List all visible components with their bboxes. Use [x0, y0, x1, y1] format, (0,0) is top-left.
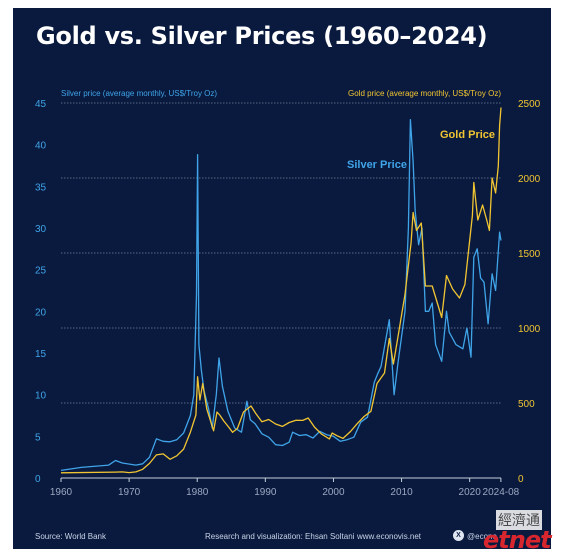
x-tick-1970: 1970 [118, 487, 141, 498]
chart-title: Gold vs. Silver Prices (1960–2024) [36, 22, 488, 50]
left-tick-30: 30 [35, 224, 47, 235]
right-axis-ticks: 0 500 1000 1500 2000 2500 [518, 99, 541, 485]
gold-price-line [60, 107, 502, 474]
right-tick-2500: 2500 [518, 99, 541, 110]
x-tick-1980: 1980 [186, 487, 209, 498]
x-tick-1990: 1990 [254, 487, 277, 498]
left-axis-ticks: 0 5 10 15 20 25 30 35 40 45 [35, 99, 47, 485]
footer-source: Source: World Bank [35, 532, 106, 541]
left-tick-25: 25 [35, 266, 47, 277]
x-tick-1960: 1960 [50, 487, 73, 498]
silver-price-line [60, 119, 502, 472]
right-tick-2000: 2000 [518, 174, 541, 185]
line-chart: Silver price (average monthly, US$/Troy … [35, 89, 541, 498]
series-lines [60, 107, 502, 474]
left-tick-45: 45 [35, 99, 47, 110]
chart-card: Gold vs. Silver Prices (1960–2024) Silve… [13, 8, 551, 549]
x-logo-icon: X [453, 530, 464, 541]
watermark-chinese: 經濟通 [496, 510, 542, 530]
left-tick-10: 10 [35, 391, 47, 402]
silver-price-annotation: Silver Price [347, 159, 407, 171]
left-tick-15: 15 [35, 349, 47, 360]
footer-website[interactable]: www.econovis.net [357, 532, 422, 541]
right-tick-0: 0 [518, 474, 524, 485]
right-tick-1000: 1000 [518, 324, 541, 335]
right-tick-500: 500 [518, 399, 535, 410]
left-tick-0: 0 [35, 474, 41, 485]
gold-price-annotation: Gold Price [440, 129, 495, 141]
left-tick-40: 40 [35, 141, 47, 152]
left-axis-title: Silver price (average monthly, US$/Troy … [61, 89, 217, 98]
right-axis-title: Gold price (average monthly, US$/Troy Oz… [348, 89, 501, 98]
x-tick-2010: 2010 [390, 487, 413, 498]
right-tick-1500: 1500 [518, 249, 541, 260]
x-tick-2020: 2020 [459, 487, 482, 498]
left-tick-35: 35 [35, 182, 47, 193]
x-tick-2024-08: 2024-08 [483, 487, 520, 498]
x-axis-ticks: 1960 1970 1980 1990 2000 2010 2020 2024-08 [50, 478, 520, 498]
footer-handle[interactable]: @econo [467, 532, 497, 541]
x-tick-2000: 2000 [322, 487, 345, 498]
gridlines [61, 102, 501, 479]
watermark-logo: etnet [483, 526, 552, 554]
left-tick-5: 5 [35, 432, 41, 443]
left-tick-20: 20 [35, 307, 47, 318]
footer-research: Research and visualization: Ehsan Soltan… [205, 532, 355, 541]
